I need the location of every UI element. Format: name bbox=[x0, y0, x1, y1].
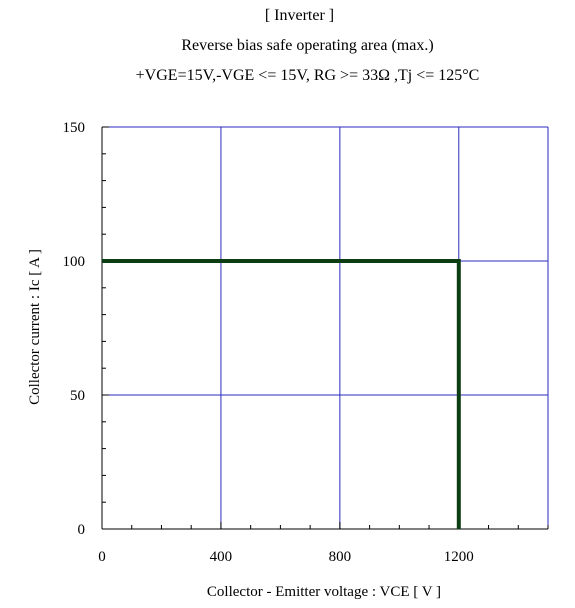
x-tick-label-0: 0 bbox=[98, 549, 106, 565]
x-tick-label-400: 400 bbox=[210, 549, 233, 565]
y-tick-label-100: 100 bbox=[63, 254, 86, 270]
chart-title: [ Inverter ] bbox=[264, 7, 335, 24]
y-tick-label-0: 0 bbox=[78, 522, 86, 538]
tick-labels: 0 400 800 1200 0 50 100 150 bbox=[63, 120, 474, 565]
chart-conditions: +VGE=15V,-VGE <= 15V, RG >= 33Ω ,Tj <= 1… bbox=[135, 67, 480, 84]
y-axis-label: Collector current : Ic [ A ] bbox=[27, 249, 43, 405]
series-layer bbox=[102, 259, 461, 529]
x-axis-label: Collector - Emitter voltage : VCE [ V ] bbox=[207, 584, 441, 600]
axis-ticks bbox=[101, 126, 549, 530]
y-tick-label-50: 50 bbox=[70, 388, 85, 404]
y-tick-label-150: 150 bbox=[63, 120, 86, 136]
plot-frame bbox=[101, 126, 549, 530]
chart-subtitle: Reverse bias safe operating area (max.) bbox=[181, 37, 434, 54]
series-line-0 bbox=[102, 259, 461, 529]
x-tick-label-800: 800 bbox=[329, 549, 352, 565]
grid-lines bbox=[102, 127, 548, 529]
x-tick-label-1200: 1200 bbox=[444, 549, 474, 565]
